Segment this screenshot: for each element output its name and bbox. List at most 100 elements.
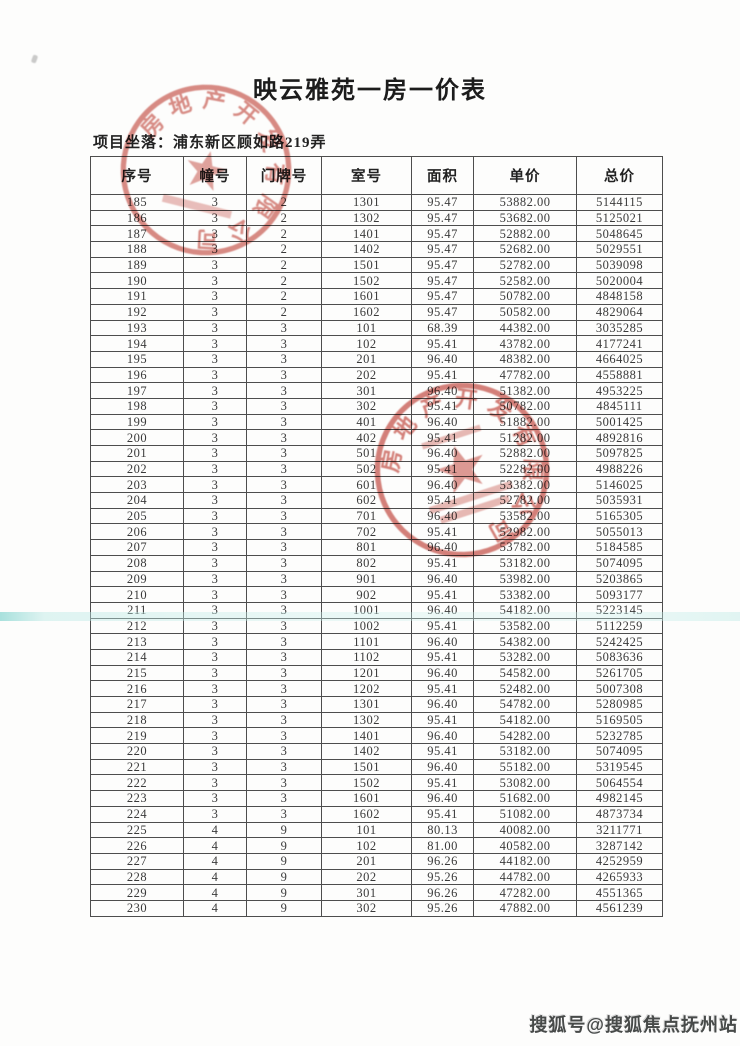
table-cell: 205 [90, 507, 184, 525]
table-cell: 4 [183, 899, 247, 917]
table-cell: 5093177 [576, 586, 663, 603]
table-cell: 301 [321, 382, 412, 399]
table-cell: 3 [183, 790, 247, 807]
table-cell: 1502 [321, 774, 412, 792]
table-row: 214 3 3 1102 95.41 53282.00 5083636 [90, 648, 663, 666]
table-cell: 200 [90, 429, 184, 446]
table-cell: 3 [246, 539, 322, 556]
table-row: 186 3 2 1302 95.47 53682.00 5125021 [90, 209, 663, 227]
table-cell: 3 [246, 805, 322, 823]
table-cell: 802 [321, 554, 412, 572]
table-cell: 4988226 [576, 460, 663, 478]
table-cell: 95.41 [411, 335, 474, 352]
table-cell: 5064554 [576, 774, 663, 792]
table-cell: 901 [321, 570, 412, 588]
table-cell: 197 [90, 382, 184, 399]
table-cell: 81.00 [411, 837, 474, 854]
table-cell: 230 [90, 899, 184, 917]
table-cell: 5203865 [576, 570, 663, 588]
table-cell: 51082.00 [473, 805, 577, 823]
table-cell: 5048645 [576, 225, 663, 243]
table-cell: 3 [183, 225, 247, 243]
table-cell: 95.47 [411, 256, 474, 274]
table-row: 190 3 2 1502 95.47 52582.00 5020004 [90, 272, 663, 290]
table-cell: 1501 [321, 256, 412, 274]
table-cell: 95.41 [411, 523, 474, 541]
table-cell: 96.40 [411, 633, 474, 650]
table-cell: 3 [183, 476, 247, 494]
table-cell: 4664025 [576, 350, 663, 368]
table-cell: 52782.00 [473, 256, 577, 274]
location-label: 项目坐落： [93, 135, 174, 151]
table-cell: 215 [90, 664, 184, 682]
table-cell: 3 [183, 570, 247, 588]
table-row: 188 3 2 1402 95.47 52682.00 5029551 [90, 241, 663, 258]
table-cell: 4829064 [576, 303, 663, 321]
table-row: 218 3 3 1302 95.41 54182.00 5169505 [90, 711, 663, 729]
table-cell: 2 [246, 225, 322, 243]
table-cell: 9 [246, 884, 322, 901]
table-row: 207 3 3 801 96.40 53782.00 5184585 [90, 539, 663, 556]
scanner-artifact-line [0, 612, 740, 621]
table-row: 208 3 3 802 95.41 53182.00 5074095 [90, 554, 663, 572]
table-cell: 3 [183, 711, 247, 729]
table-cell: 54782.00 [473, 696, 577, 713]
table-row: 201 3 3 501 96.40 52882.00 5097825 [90, 445, 663, 462]
column-header: 单价 [473, 156, 577, 195]
table-cell: 701 [321, 507, 412, 525]
table-cell: 3 [246, 429, 322, 446]
table-cell: 95.47 [411, 288, 474, 305]
table-cell: 3 [183, 397, 247, 415]
table-cell: 96.40 [411, 727, 474, 745]
table-cell: 53382.00 [473, 586, 577, 603]
table-cell: 55182.00 [473, 758, 577, 776]
table-cell: 96.40 [411, 445, 474, 462]
table-cell: 4558881 [576, 366, 663, 384]
table-cell: 3 [183, 586, 247, 603]
table-cell: 95.26 [411, 868, 474, 886]
table-cell: 3 [246, 335, 322, 352]
table-cell: 52282.00 [473, 460, 577, 478]
table-cell: 3 [246, 790, 322, 807]
table-cell: 5029551 [576, 241, 663, 258]
table-cell: 5055013 [576, 523, 663, 541]
column-header: 门牌号 [246, 156, 322, 195]
table-cell: 96.40 [411, 664, 474, 682]
table-cell: 3 [246, 397, 322, 415]
table-row: 197 3 3 301 96.40 51382.00 4953225 [90, 382, 663, 399]
table-cell: 4873734 [576, 805, 663, 823]
table-cell: 95.47 [411, 194, 474, 211]
table-cell: 2 [246, 194, 322, 211]
table-cell: 5074095 [576, 554, 663, 572]
table-cell: 301 [321, 884, 412, 901]
table-row: 200 3 3 402 95.41 51282.00 4892816 [90, 429, 663, 446]
table-cell: 1301 [321, 696, 412, 713]
table-row: 215 3 3 1201 96.40 54582.00 5261705 [90, 664, 663, 682]
table-cell: 3 [246, 664, 322, 682]
table-cell: 95.41 [411, 743, 474, 760]
table-cell: 3 [183, 774, 247, 792]
table-cell: 4 [183, 821, 247, 839]
table-cell: 5144115 [576, 194, 663, 211]
table-cell: 3 [183, 539, 247, 556]
table-cell: 601 [321, 476, 412, 494]
table-cell: 4177241 [576, 335, 663, 352]
table-cell: 3 [183, 303, 247, 321]
table-cell: 53082.00 [473, 774, 577, 792]
table-cell: 51382.00 [473, 382, 577, 399]
price-table: 序号 幢号 门牌号 室号 面积 单价 总价 185 3 2 1301 95.47 53882.00 51… [90, 156, 663, 917]
table-row: 222 3 3 1502 95.41 53082.00 5064554 [90, 774, 663, 792]
table-cell: 201 [321, 852, 412, 870]
table-cell: 95.41 [411, 586, 474, 603]
table-cell: 9 [246, 868, 322, 886]
table-row: 193 3 3 101 68.39 44382.00 3035285 [90, 319, 663, 337]
table-row: 223 3 3 1601 96.40 51682.00 4982145 [90, 790, 663, 807]
table-cell: 48382.00 [473, 350, 577, 368]
table-cell: 4 [183, 884, 247, 901]
table-cell: 3 [183, 648, 247, 666]
table-cell: 1301 [321, 194, 412, 211]
table-cell: 53582.00 [473, 507, 577, 525]
table-cell: 3 [246, 743, 322, 760]
table-cell: 53382.00 [473, 476, 577, 494]
table-cell: 95.41 [411, 774, 474, 792]
